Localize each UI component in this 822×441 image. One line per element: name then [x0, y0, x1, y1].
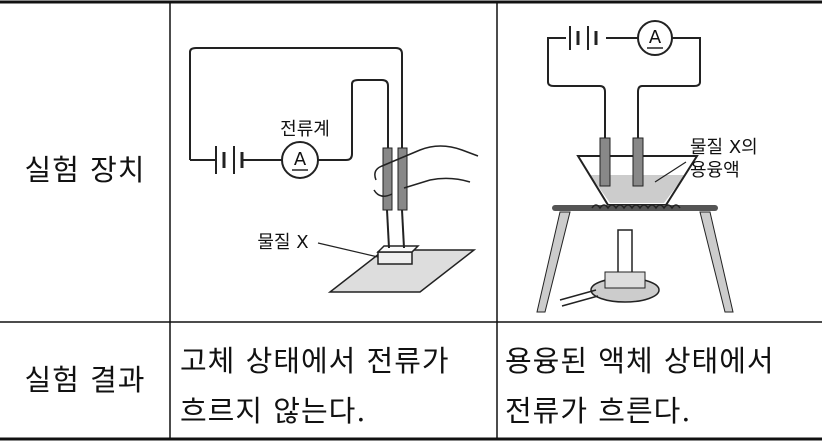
- result-text: 용융된 액체 상태에서: [505, 344, 775, 378]
- ammeter-symbol: A: [294, 149, 307, 170]
- ammeter-label: 전류계: [280, 119, 330, 140]
- ammeter-symbol: A: [649, 27, 662, 48]
- row-header: 실험 장치: [25, 153, 146, 187]
- row-header: 실험 결과: [25, 363, 146, 397]
- substance-label: 물질 X: [257, 232, 308, 253]
- result-text: 흐르지 않는다.: [180, 394, 367, 428]
- solid-apparatus: 전류계 A 물질 X: [189, 47, 479, 293]
- solution-label: 용융액: [690, 160, 740, 181]
- result-text: 고체 상태에서 전류가: [180, 344, 450, 378]
- molten-apparatus: 물질 X의 용융액 A: [536, 20, 758, 313]
- result-text: 전류가 흐른다.: [505, 394, 692, 428]
- solution-label: 물질 X의: [690, 137, 758, 158]
